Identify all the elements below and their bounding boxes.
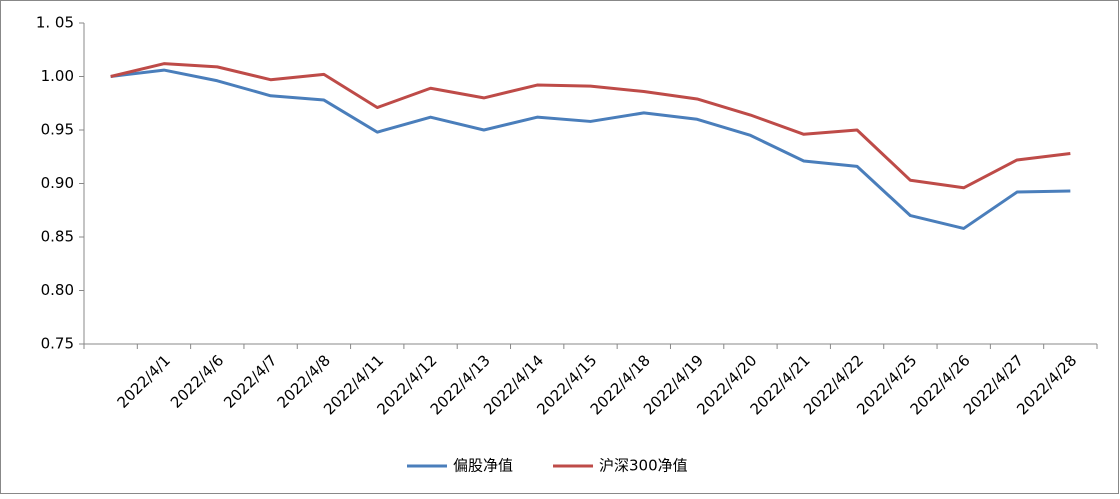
y-tick-label: 0.95 <box>41 121 74 139</box>
y-tick-label: 1.00 <box>41 67 74 85</box>
y-tick-label: 0.85 <box>41 228 74 246</box>
legend-label: 偏股净值 <box>453 457 513 475</box>
series-line <box>110 68 1071 230</box>
y-tick-label: 0.75 <box>41 335 74 353</box>
y-tick-label: 0.80 <box>41 281 74 299</box>
legend-label: 沪深300净值 <box>599 457 688 475</box>
y-tick-label: 0.90 <box>41 174 74 192</box>
y-tick-label: 1. 05 <box>36 14 74 32</box>
series-line <box>110 62 1071 190</box>
